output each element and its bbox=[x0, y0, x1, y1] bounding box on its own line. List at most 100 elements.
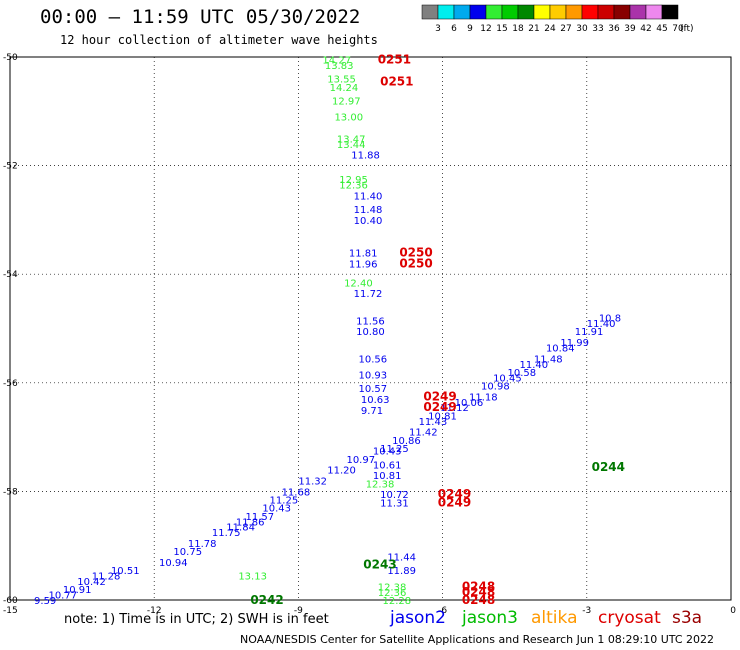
wave-height-label: 11.43 bbox=[419, 417, 448, 428]
wave-height-label: 10.56 bbox=[358, 354, 387, 365]
wave-height-label: 13.44 bbox=[337, 140, 366, 151]
wave-height-label: 11.28 bbox=[92, 572, 121, 583]
x-tick-label: -15 bbox=[3, 606, 18, 616]
wave-height-label: 10.84 bbox=[546, 344, 575, 355]
chart-title: 00:00 – 11:59 UTC 05/30/2022 bbox=[40, 6, 361, 28]
chart-subtitle: 12 hour collection of altimeter wave hei… bbox=[60, 33, 378, 47]
wave-height-label: 10.40 bbox=[354, 216, 383, 227]
pass-id-label: 0249 bbox=[423, 389, 456, 403]
wave-height-label: 10.86 bbox=[392, 436, 421, 447]
wave-height-label: 11.96 bbox=[349, 259, 378, 270]
x-tick-label: 0 bbox=[730, 606, 736, 616]
colorbar-swatch bbox=[485, 4, 503, 20]
wave-height-label: 11.99 bbox=[560, 338, 589, 349]
y-axis-ticks: -50 -52 -54 -56 -58 -60 bbox=[3, 53, 18, 606]
wave-height-label: 11.89 bbox=[387, 566, 416, 577]
pass-id-label: 0250 bbox=[399, 245, 432, 259]
units-note: note: 1) Time is in UTC; 2) SWH is in fe… bbox=[64, 612, 329, 627]
colorbar-label: 36 bbox=[608, 24, 620, 34]
pass-id-label: 0248 bbox=[462, 593, 495, 607]
credit-line: NOAA/NESDIS Center for Satellite Applica… bbox=[240, 633, 715, 646]
wave-height-label: 11.86 bbox=[236, 517, 265, 528]
wave-height-label: 13.13 bbox=[238, 572, 267, 583]
wave-height-label: 13.47 bbox=[337, 134, 366, 145]
wave-height-label: 10.45 bbox=[493, 373, 522, 384]
wave-height-label: 11.20 bbox=[327, 466, 356, 477]
wave-height-label: 11.78 bbox=[188, 539, 217, 550]
legend-s3a: s3a bbox=[672, 608, 703, 628]
colorbar-swatch bbox=[453, 4, 471, 20]
colorbar-label: 70 bbox=[672, 24, 684, 34]
wave-height-label: 10.61 bbox=[373, 460, 402, 471]
wave-height-label: 11.84 bbox=[226, 523, 255, 534]
pass-id-label: 0248 bbox=[462, 585, 495, 599]
pass-id-label: 0243 bbox=[363, 558, 396, 572]
wave-height-label: 12.38 bbox=[378, 582, 407, 593]
wave-height-label: 10.42 bbox=[77, 577, 106, 588]
colorbar-label: 21 bbox=[528, 24, 539, 34]
wave-height-label: 10.81 bbox=[373, 471, 402, 482]
colorbar-label: 30 bbox=[576, 24, 588, 34]
wave-height-label: 11.40 bbox=[587, 319, 616, 330]
wave-height-label: 10.57 bbox=[358, 384, 387, 395]
colorbar: 3 6 9 12 15 18 21 24 27 30 33 36 39 42 45 70(ft) bbox=[421, 4, 694, 34]
colorbar-swatch bbox=[613, 4, 631, 20]
wave-height-label: 10.93 bbox=[358, 371, 387, 382]
wave-height-label: 13.83 bbox=[325, 61, 354, 72]
wave-height-label: 12.38 bbox=[366, 479, 395, 490]
wave-height-label: 10.98 bbox=[481, 382, 510, 393]
colorbar-swatch bbox=[629, 4, 647, 20]
wave-height-label: 10.51 bbox=[111, 566, 140, 577]
wave-height-label: 11.25 bbox=[380, 444, 409, 455]
colorbar-swatch bbox=[549, 4, 567, 20]
x-axis-ticks: -15 -12 -9 -6 -3 0 bbox=[3, 606, 736, 616]
pass-id-label: 0248 bbox=[462, 579, 495, 593]
wave-height-label: 10.63 bbox=[361, 395, 390, 406]
wave-height-label: 13.55 bbox=[327, 75, 356, 86]
x-tick-label: -12 bbox=[147, 606, 162, 616]
colorbar-swatch bbox=[437, 4, 455, 20]
y-tick-label: -54 bbox=[3, 270, 18, 280]
wave-height-label: 10.97 bbox=[346, 455, 375, 466]
colorbar-label: 3 bbox=[435, 24, 441, 34]
colorbar-swatch bbox=[581, 4, 599, 20]
colorbar-unit: (ft) bbox=[680, 24, 694, 34]
pass-id-label: 0250 bbox=[399, 256, 432, 270]
wave-height-label: 11.56 bbox=[356, 316, 385, 327]
legend-jason3: jason3 bbox=[462, 608, 518, 628]
legend-jason2: jason2 bbox=[390, 608, 446, 628]
plot-frame bbox=[9, 56, 732, 601]
wave-height-label: 10.77 bbox=[48, 591, 77, 602]
wave-height-label: 11.81 bbox=[349, 248, 378, 259]
wave-height-label: 10.91 bbox=[63, 585, 92, 596]
wave-height-label: 10.43 bbox=[373, 447, 402, 458]
wave-height-label: 10.8 bbox=[599, 314, 621, 325]
wave-height-label: 9.59 bbox=[34, 596, 56, 607]
wave-height-label: 10.72 bbox=[380, 490, 409, 501]
wave-height-label: 12.28 bbox=[383, 596, 412, 607]
wave-height-label: 14.24 bbox=[330, 83, 359, 94]
wave-height-label: 10.80 bbox=[356, 327, 385, 338]
colorbar-label: 15 bbox=[496, 24, 507, 34]
y-tick-label: -58 bbox=[3, 487, 18, 497]
wave-height-label: 11.40 bbox=[354, 191, 383, 202]
wave-height-label: 10.43 bbox=[262, 504, 291, 515]
pass-id-label: 0242 bbox=[250, 593, 283, 607]
pass-id-label: 0249 bbox=[423, 400, 456, 414]
colorbar-label: 12 bbox=[480, 24, 491, 34]
wave-height-label: 11.48 bbox=[534, 354, 563, 365]
wave-height-label: 11.48 bbox=[354, 205, 383, 216]
y-tick-label: -52 bbox=[3, 162, 18, 172]
legend-altika: altika bbox=[531, 608, 578, 628]
colorbar-label: 39 bbox=[624, 24, 636, 34]
colorbar-label: 18 bbox=[512, 24, 524, 34]
plot-border bbox=[9, 56, 732, 601]
colorbar-swatch bbox=[645, 4, 663, 20]
wave-height-label: 10.75 bbox=[173, 547, 202, 558]
wave-height-label: 10.81 bbox=[428, 411, 457, 422]
colorbar-swatch bbox=[501, 4, 519, 20]
x-tick-label: -9 bbox=[294, 606, 303, 616]
wave-height-label: 11.44 bbox=[387, 553, 416, 564]
wave-height-label: 11.57 bbox=[246, 512, 275, 523]
